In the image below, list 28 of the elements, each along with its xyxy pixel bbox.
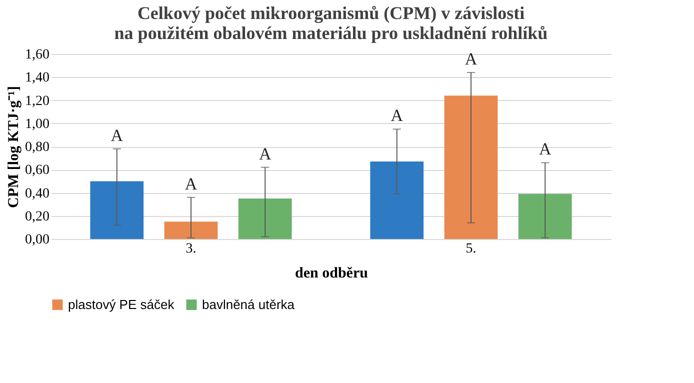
y-tick-label: 0,00 bbox=[25, 232, 50, 248]
y-tick-label: 1,40 bbox=[25, 70, 50, 86]
bar bbox=[164, 222, 218, 239]
bar bbox=[238, 198, 292, 239]
bar bbox=[444, 96, 498, 239]
y-tick-label: 0,20 bbox=[25, 209, 50, 224]
y-tick-label: 1,60 bbox=[25, 48, 50, 62]
legend-label: bavlněná utěrka bbox=[202, 296, 296, 312]
annotation: A bbox=[110, 126, 124, 145]
annotation: A bbox=[390, 106, 404, 126]
y-tick-label: 0,60 bbox=[25, 163, 50, 178]
y-tick-label: 1,00 bbox=[25, 116, 50, 132]
bar bbox=[370, 162, 424, 239]
y-tick-label: 0,40 bbox=[25, 186, 50, 202]
x-tick-label: 3. bbox=[186, 242, 196, 256]
y-tick-label: 0,80 bbox=[25, 140, 50, 155]
y-tick-label: 1,20 bbox=[25, 94, 50, 109]
annotation: A bbox=[464, 50, 478, 68]
annotation: A bbox=[258, 144, 272, 164]
legend-label: plastový PE sáček bbox=[68, 296, 175, 312]
chart-title: Celkový počet mikroorganismů (CPM) v závislosti na použitém obalovém materiálu pro uskladnění rohlíků bbox=[114, 3, 548, 43]
bar bbox=[90, 181, 144, 239]
x-tick-label: 5. bbox=[466, 242, 476, 256]
y-axis-title: CPM [log KTJ·g⁻¹] bbox=[6, 86, 22, 208]
x-axis-title: den odběru bbox=[295, 266, 368, 282]
annotation: A bbox=[184, 174, 198, 194]
annotation: A bbox=[538, 140, 552, 159]
bar bbox=[518, 194, 572, 239]
